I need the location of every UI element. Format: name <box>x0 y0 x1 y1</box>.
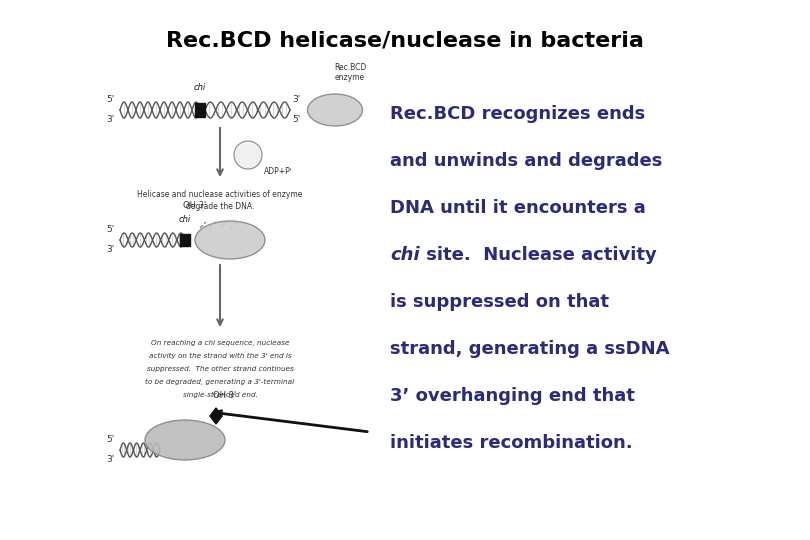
Ellipse shape <box>195 221 265 259</box>
Text: 3': 3' <box>107 456 115 464</box>
Circle shape <box>234 141 262 169</box>
Text: site.  Nuclease activity: site. Nuclease activity <box>420 246 656 264</box>
Text: suppressed.  The other strand continues: suppressed. The other strand continues <box>147 366 293 372</box>
Text: OH 3': OH 3' <box>213 391 237 400</box>
Text: OH 3': OH 3' <box>183 201 207 210</box>
Text: Helicase and nuclease activities of enzyme: Helicase and nuclease activities of enzy… <box>138 190 303 199</box>
Text: 5': 5' <box>107 226 115 234</box>
Text: DNA until it encounters a: DNA until it encounters a <box>390 199 646 217</box>
Text: 3’ overhanging end that: 3’ overhanging end that <box>390 387 635 405</box>
Text: chi: chi <box>390 246 420 264</box>
Text: Rec.BCD
enzyme: Rec.BCD enzyme <box>334 63 366 82</box>
Bar <box>195 103 205 117</box>
Text: activity on the strand with the 3' end is: activity on the strand with the 3' end i… <box>149 353 292 359</box>
Text: ADP+Pᴵ: ADP+Pᴵ <box>264 167 292 177</box>
Ellipse shape <box>145 420 225 460</box>
Text: 3': 3' <box>292 96 301 105</box>
Text: and unwinds and degrades: and unwinds and degrades <box>390 152 663 170</box>
Text: 5': 5' <box>107 435 115 444</box>
Text: Rec.BCD recognizes ends: Rec.BCD recognizes ends <box>390 105 646 123</box>
Text: is suppressed on that: is suppressed on that <box>390 293 609 311</box>
Text: Rec.BCD helicase/nuclease in bacteria: Rec.BCD helicase/nuclease in bacteria <box>166 30 644 50</box>
Text: ATP: ATP <box>241 151 255 159</box>
Text: chi: chi <box>194 83 206 92</box>
Text: 5': 5' <box>292 116 301 125</box>
Text: 3': 3' <box>107 246 115 254</box>
Text: 3': 3' <box>107 116 115 125</box>
Text: initiates recombination.: initiates recombination. <box>390 434 633 452</box>
Bar <box>180 234 190 246</box>
Text: 5': 5' <box>107 96 115 105</box>
Text: strand, generating a ssDNA: strand, generating a ssDNA <box>390 340 670 358</box>
Text: On reaching a chi sequence, nuclease: On reaching a chi sequence, nuclease <box>151 340 289 346</box>
Text: degrade the DNA.: degrade the DNA. <box>185 202 254 211</box>
Text: single-stranded end.: single-stranded end. <box>182 392 258 398</box>
Polygon shape <box>210 408 222 424</box>
Ellipse shape <box>308 94 363 126</box>
Text: to be degraded, generating a 3'-terminal: to be degraded, generating a 3'-terminal <box>146 379 295 385</box>
Text: chi: chi <box>179 215 191 224</box>
